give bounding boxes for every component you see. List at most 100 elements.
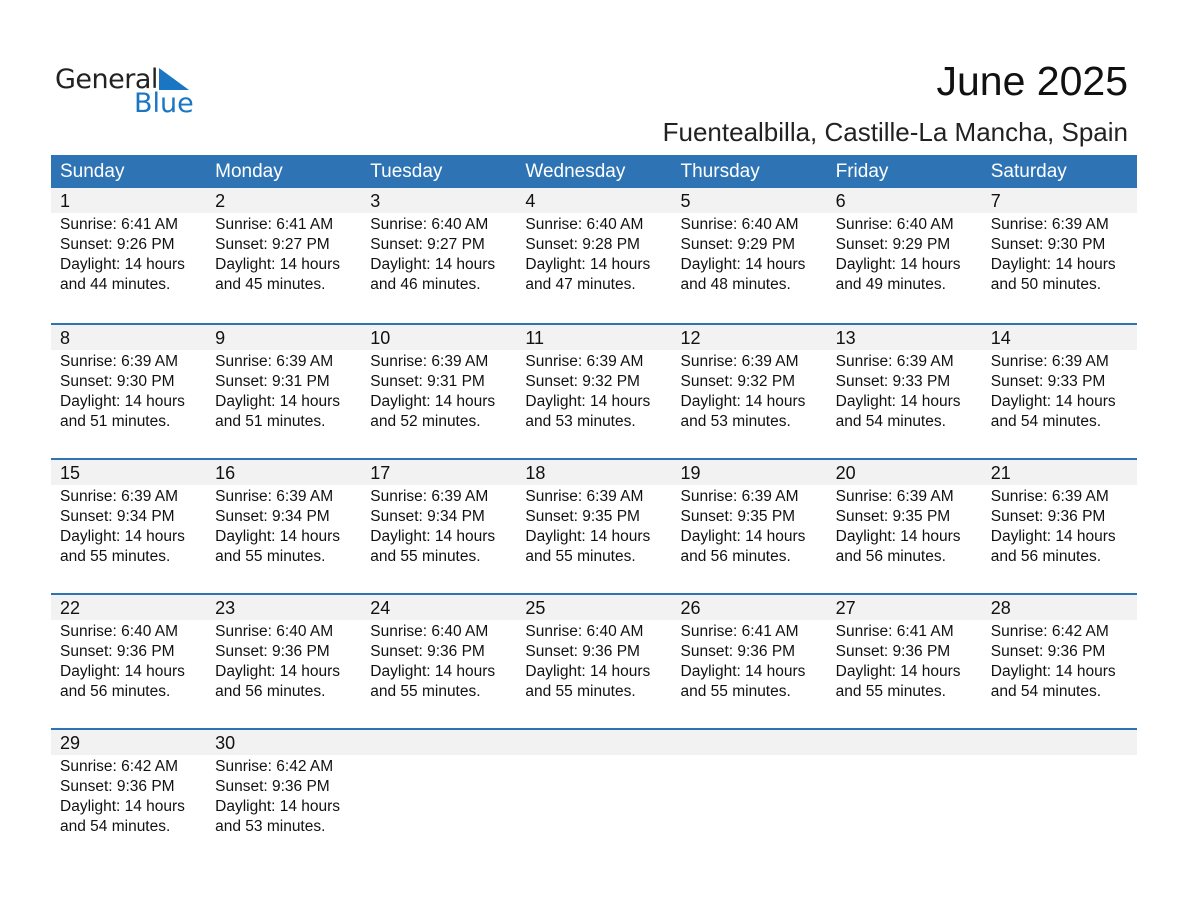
sunrise-text: Sunrise: 6:39 AM [990, 216, 1109, 233]
daylight-minutes-text: and 55 minutes. [215, 548, 326, 565]
daylight-text: Daylight: 14 hours [60, 256, 185, 273]
sunrise-text: Sunrise: 6:40 AM [370, 623, 489, 640]
sunset-text: Sunset: 9:28 PM [525, 236, 640, 253]
logo-triangle-icon [159, 68, 189, 90]
daylight-text: Daylight: 14 hours [370, 256, 496, 273]
sunset-text: Sunset: 9:32 PM [680, 373, 796, 390]
day-number: 7 [990, 191, 1001, 211]
daylight-minutes-text: and 51 minutes. [215, 413, 326, 430]
sunset-text: Sunset: 9:34 PM [370, 508, 485, 525]
week-row: 8 Sunrise: 6:39 AM Sunset: 9:30 PM Daylight… [51, 323, 1137, 458]
daylight-text: Daylight: 14 hours [680, 393, 806, 410]
sunset-text: Sunset: 9:29 PM [680, 236, 796, 253]
day-number: 2 [215, 191, 226, 211]
daylight-text: Daylight: 14 hours [525, 663, 651, 680]
day-cell: 22 Sunrise: 6:40 AM Sunset: 9:36 PM Dayligh… [51, 595, 206, 702]
logo-text-blue: Blue [134, 88, 194, 119]
location-subtitle: Fuentealbilla, Castille-La Mancha, Spain [662, 117, 1128, 147]
day-cell: 9 Sunrise: 6:39 AM Sunset: 9:31 PM Daylight… [206, 325, 361, 432]
day-cell: 14 Sunrise: 6:39 AM Sunset: 9:33 PM Dayligh… [982, 325, 1137, 432]
sunset-text: Sunset: 9:36 PM [370, 643, 485, 660]
daylight-minutes-text: and 54 minutes. [835, 413, 946, 430]
daylight-text: Daylight: 14 hours [525, 393, 651, 410]
day-number: 5 [680, 191, 691, 211]
daylight-text: Daylight: 14 hours [370, 528, 496, 545]
logo-text-general: General [55, 64, 158, 95]
daylight-minutes-text: and 53 minutes. [215, 818, 326, 835]
sunrise-text: Sunrise: 6:41 AM [835, 623, 954, 640]
sunrise-text: Sunrise: 6:41 AM [60, 216, 179, 233]
sunset-text: Sunset: 9:31 PM [215, 373, 330, 390]
day-cell: 1 Sunrise: 6:41 AM Sunset: 9:26 PM Daylight… [51, 188, 206, 295]
week-row: 15 Sunrise: 6:39 AM Sunset: 9:34 PM Dayligh… [51, 458, 1137, 593]
day-cell: 16 Sunrise: 6:39 AM Sunset: 9:34 PM Dayligh… [206, 460, 361, 567]
calendar-grid: Sunday Monday Tuesday Wednesday Thursday Frid… [51, 155, 1137, 863]
sunrise-text: Sunrise: 6:42 AM [60, 758, 179, 775]
daylight-minutes-text: and 56 minutes. [60, 683, 171, 700]
sunset-text: Sunset: 9:36 PM [60, 778, 175, 795]
daylight-minutes-text: and 56 minutes. [680, 548, 791, 565]
sunset-text: Sunset: 9:29 PM [835, 236, 951, 253]
day-number: 21 [990, 463, 1011, 483]
day-number: 14 [990, 328, 1011, 348]
sunrise-text: Sunrise: 6:39 AM [215, 488, 334, 505]
sunrise-text: Sunrise: 6:39 AM [680, 488, 799, 505]
sunrise-text: Sunrise: 6:40 AM [835, 216, 954, 233]
sunset-text: Sunset: 9:35 PM [525, 508, 640, 525]
day-number: 23 [215, 598, 236, 618]
daylight-text: Daylight: 14 hours [215, 663, 341, 680]
daylight-text: Daylight: 14 hours [60, 798, 185, 815]
day-number: 20 [835, 463, 856, 483]
daylight-minutes-text: and 56 minutes. [990, 548, 1102, 565]
day-number: 9 [215, 328, 226, 348]
daylight-minutes-text: and 52 minutes. [370, 413, 481, 430]
day-cell: 17 Sunrise: 6:39 AM Sunset: 9:34 PM Dayligh… [361, 460, 516, 567]
daylight-text: Daylight: 14 hours [60, 663, 185, 680]
sunrise-text: Sunrise: 6:41 AM [215, 216, 334, 233]
sunrise-text: Sunrise: 6:39 AM [215, 353, 334, 370]
sunrise-text: Sunrise: 6:42 AM [990, 623, 1109, 640]
daylight-text: Daylight: 14 hours [835, 528, 961, 545]
sunrise-text: Sunrise: 6:39 AM [60, 353, 179, 370]
day-cell: 20 Sunrise: 6:39 AM Sunset: 9:35 PM Dayligh… [827, 460, 982, 567]
sunrise-text: Sunrise: 6:40 AM [60, 623, 179, 640]
daylight-minutes-text: and 55 minutes. [680, 683, 791, 700]
daylight-text: Daylight: 14 hours [60, 528, 185, 545]
day-number-band [51, 460, 1137, 485]
daylight-minutes-text: and 53 minutes. [680, 413, 791, 430]
day-number: 30 [215, 733, 236, 753]
sunset-text: Sunset: 9:36 PM [525, 643, 640, 660]
day-cell: 28 Sunrise: 6:42 AM Sunset: 9:36 PM Dayligh… [982, 595, 1137, 702]
daylight-text: Daylight: 14 hours [60, 393, 185, 410]
sunset-text: Sunset: 9:34 PM [60, 508, 175, 525]
day-number: 11 [525, 328, 545, 348]
sunset-text: Sunset: 9:36 PM [215, 778, 330, 795]
sunrise-text: Sunrise: 6:40 AM [370, 216, 489, 233]
day-number: 29 [60, 733, 81, 753]
day-number: 10 [370, 328, 391, 348]
daylight-minutes-text: and 46 minutes. [370, 276, 481, 293]
day-number: 22 [60, 598, 81, 618]
sunset-text: Sunset: 9:36 PM [835, 643, 951, 660]
sunset-text: Sunset: 9:34 PM [215, 508, 330, 525]
day-number: 27 [835, 598, 856, 618]
sunset-text: Sunset: 9:36 PM [680, 643, 796, 660]
sunrise-text: Sunrise: 6:40 AM [525, 623, 644, 640]
day-number: 18 [525, 463, 546, 483]
daylight-text: Daylight: 14 hours [525, 528, 651, 545]
day-cell: 27 Sunrise: 6:41 AM Sunset: 9:36 PM Dayligh… [827, 595, 982, 702]
day-number-band [51, 188, 1137, 213]
daylight-text: Daylight: 14 hours [835, 256, 961, 273]
day-cell: 6 Sunrise: 6:40 AM Sunset: 9:29 PM Daylight… [827, 188, 982, 295]
daylight-text: Daylight: 14 hours [215, 798, 341, 815]
sunset-text: Sunset: 9:36 PM [215, 643, 330, 660]
day-number: 8 [60, 328, 71, 348]
weekday-friday: Friday [835, 161, 889, 182]
daylight-minutes-text: and 55 minutes. [370, 548, 481, 565]
daylight-text: Daylight: 14 hours [215, 256, 341, 273]
sunset-text: Sunset: 9:31 PM [370, 373, 485, 390]
day-number: 13 [835, 328, 856, 348]
weekday-monday: Monday [215, 161, 283, 182]
daylight-minutes-text: and 51 minutes. [60, 413, 171, 430]
sunrise-text: Sunrise: 6:39 AM [525, 353, 644, 370]
